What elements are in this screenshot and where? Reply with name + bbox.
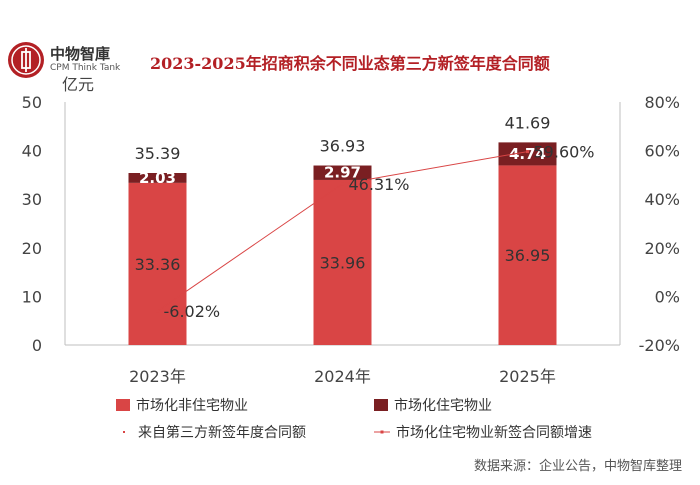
data-label-total: 36.93 bbox=[320, 137, 366, 156]
logo-subtitle: CPM Think Tank bbox=[50, 63, 121, 73]
bar-non-residential bbox=[128, 182, 187, 345]
y-left-tick-label: 10 bbox=[22, 287, 42, 306]
header: 中物智庫 CPM Think Tank 2023-2025年招商积余不同业态第三… bbox=[0, 0, 700, 78]
logo-name: 中物智庫 bbox=[50, 45, 111, 63]
y-right-tick-label: 0% bbox=[655, 287, 680, 306]
x-tick-label: 2024年 bbox=[314, 367, 371, 386]
data-label-growth: 46.31% bbox=[349, 175, 410, 194]
y-left-axis-label: 亿元 bbox=[62, 75, 94, 94]
legend-label-non-residential: 市场化非住宅物业 bbox=[136, 398, 248, 414]
chart-title: 2023-2025年招商积余不同业态第三方新签年度合同额 bbox=[150, 54, 550, 73]
data-label-growth: -6.02% bbox=[164, 302, 221, 321]
y-right-tick-label: -20% bbox=[639, 336, 680, 355]
data-label-total: 35.39 bbox=[135, 144, 181, 163]
x-tick-label: 2023年 bbox=[129, 367, 186, 386]
legend-item-residential: 市场化住宅物业 bbox=[374, 395, 624, 415]
legend-marker-total bbox=[116, 426, 132, 438]
y-right-tick-label: 40% bbox=[644, 190, 680, 209]
legend-item-non-residential: 市场化非住宅物业 bbox=[116, 395, 374, 415]
legend-marker-growth bbox=[374, 426, 390, 438]
bar-residential bbox=[498, 142, 557, 166]
y-left-tick-label: 20 bbox=[22, 239, 42, 258]
y-right-tick-label: 60% bbox=[644, 142, 680, 161]
legend-label-growth: 市场化住宅物业新签合同额增速 bbox=[396, 425, 592, 441]
data-label-non-residential: 33.36 bbox=[135, 255, 181, 274]
data-label-residential: 4.74 bbox=[509, 145, 546, 163]
data-label-total: 41.69 bbox=[505, 113, 551, 132]
legend-label-residential: 市场化住宅物业 bbox=[394, 398, 492, 414]
y-left-tick-label: 40 bbox=[22, 142, 42, 161]
y-right-tick-label: 20% bbox=[644, 239, 680, 258]
data-label-residential: 2.03 bbox=[139, 169, 176, 187]
legend-item-total: 来自第三方新签年度合同额 bbox=[116, 422, 374, 442]
growth-point bbox=[156, 309, 159, 313]
logo: 中物智庫 CPM Think Tank bbox=[8, 42, 120, 78]
bar-residential bbox=[128, 173, 187, 183]
data-label-growth: 59.60% bbox=[534, 143, 595, 162]
data-label-non-residential: 33.96 bbox=[320, 253, 366, 272]
growth-point bbox=[341, 182, 344, 186]
y-left-tick-label: 50 bbox=[22, 93, 42, 112]
bar-residential bbox=[313, 165, 372, 180]
bar-non-residential bbox=[313, 179, 372, 345]
y-left-tick-label: 30 bbox=[22, 190, 42, 209]
legend-swatch-residential bbox=[374, 399, 388, 411]
logo-icon bbox=[8, 42, 44, 78]
legend-swatch-non-residential bbox=[116, 399, 130, 411]
source-note: 数据来源：企业公告，中物智库整理 bbox=[473, 459, 682, 474]
x-tick-label: 2025年 bbox=[499, 367, 556, 386]
growth-point bbox=[526, 150, 529, 154]
data-label-non-residential: 36.95 bbox=[505, 246, 551, 265]
legend-label-total: 来自第三方新签年度合同额 bbox=[138, 425, 306, 441]
y-left-tick-label: 0 bbox=[32, 336, 42, 355]
legend: 市场化非住宅物业 市场化住宅物业 来自第三方新签年度合同额 市场化住宅物业新签合… bbox=[116, 395, 636, 442]
bar-non-residential bbox=[498, 165, 557, 345]
y-right-tick-label: 80% bbox=[644, 93, 680, 112]
data-label-residential: 2.97 bbox=[324, 164, 361, 182]
legend-item-growth: 市场化住宅物业新签合同额增速 bbox=[374, 422, 624, 442]
